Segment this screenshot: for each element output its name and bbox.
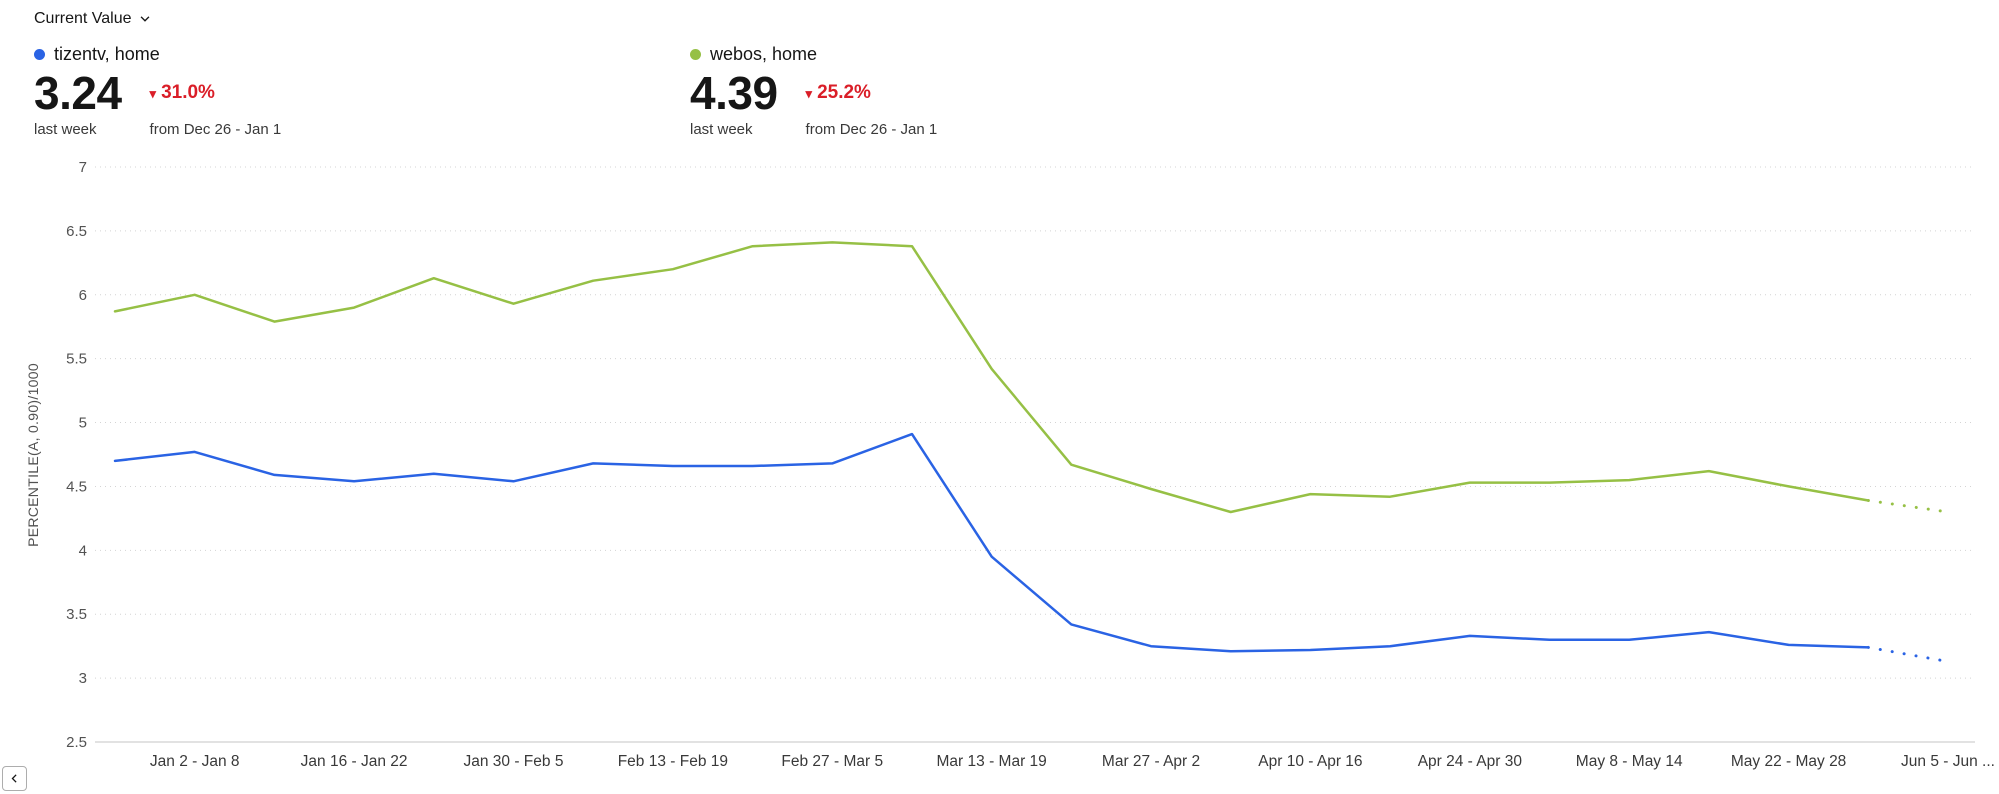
x-tick-label: Apr 24 - Apr 30 (1418, 753, 1523, 770)
triangle-down-icon: ▾ (805, 85, 813, 101)
x-tick-label: Feb 13 - Feb 19 (618, 753, 728, 770)
x-tick-label: Mar 13 - Mar 19 (937, 753, 1047, 770)
series-name: tizentv, home (54, 44, 160, 64)
x-tick-label: Mar 27 - Apr 2 (1102, 753, 1200, 770)
metric-selector-label: Current Value (34, 10, 132, 27)
series-line-projection (1866, 499, 1950, 514)
legend-item[interactable]: webos, home (690, 44, 937, 65)
chevron-left-icon (8, 772, 21, 785)
x-tick-label: Apr 10 - Apr 16 (1258, 753, 1362, 770)
y-tick-label: 7 (79, 159, 87, 176)
x-tick-label: May 22 - May 28 (1731, 753, 1846, 770)
series-color-dot (34, 49, 45, 60)
kpi-delta: ▾ 31.0% (150, 82, 282, 104)
y-axis-title: PERCENTILE(A, 0.90)/1000 (25, 363, 41, 547)
kpi-comparison-label: from Dec 26 - Jan 1 (805, 121, 938, 139)
scroll-left-button[interactable] (2, 766, 27, 791)
y-tick-label: 5.5 (66, 351, 87, 368)
chevron-down-icon (138, 12, 152, 26)
kpi-period-label: last week (690, 121, 753, 139)
y-tick-label: 6 (79, 287, 87, 304)
kpi-webos-home: webos, home 4.39 last week ▾ 25.2% from … (690, 44, 937, 138)
y-tick-label: 6.5 (66, 223, 87, 240)
kpi-comparison-label: from Dec 26 - Jan 1 (149, 121, 282, 139)
x-tick-label: Jan 16 - Jan 22 (301, 753, 408, 770)
x-tick-label: May 8 - May 14 (1576, 753, 1683, 770)
series-name: webos, home (710, 44, 818, 64)
kpi-value: 3.24 (34, 67, 122, 119)
series-color-dot (690, 49, 701, 60)
y-tick-label: 3 (79, 670, 87, 687)
kpi-tizentv-home: tizentv, home 3.24 last week ▾ 31.0% fro… (34, 44, 281, 138)
kpi-delta-value: 25.2% (817, 82, 871, 103)
legend-item[interactable]: tizentv, home (34, 44, 281, 65)
series-line-projection (1866, 645, 1950, 663)
y-tick-label: 4.5 (66, 478, 87, 495)
series-line (113, 241, 1870, 514)
triangle-down-icon: ▾ (149, 85, 157, 101)
series-line (113, 432, 1870, 653)
y-tick-label: 5 (79, 415, 87, 432)
kpi-delta-value: 31.0% (161, 82, 215, 103)
x-tick-label: Jan 30 - Feb 5 (464, 753, 564, 770)
kpi-value: 4.39 (690, 67, 778, 119)
kpi-delta: ▾ 25.2% (806, 82, 938, 104)
x-tick-label: Jan 2 - Jan 8 (150, 753, 240, 770)
metric-selector[interactable]: Current Value (34, 10, 152, 28)
x-tick-label: Jun 5 - Jun ... (1901, 753, 1995, 770)
y-tick-label: 4 (79, 542, 87, 559)
x-tick-label: Feb 27 - Mar 5 (781, 753, 883, 770)
y-tick-label: 2.5 (66, 734, 87, 751)
y-tick-label: 3.5 (66, 606, 87, 623)
kpi-period-label: last week (34, 121, 97, 139)
